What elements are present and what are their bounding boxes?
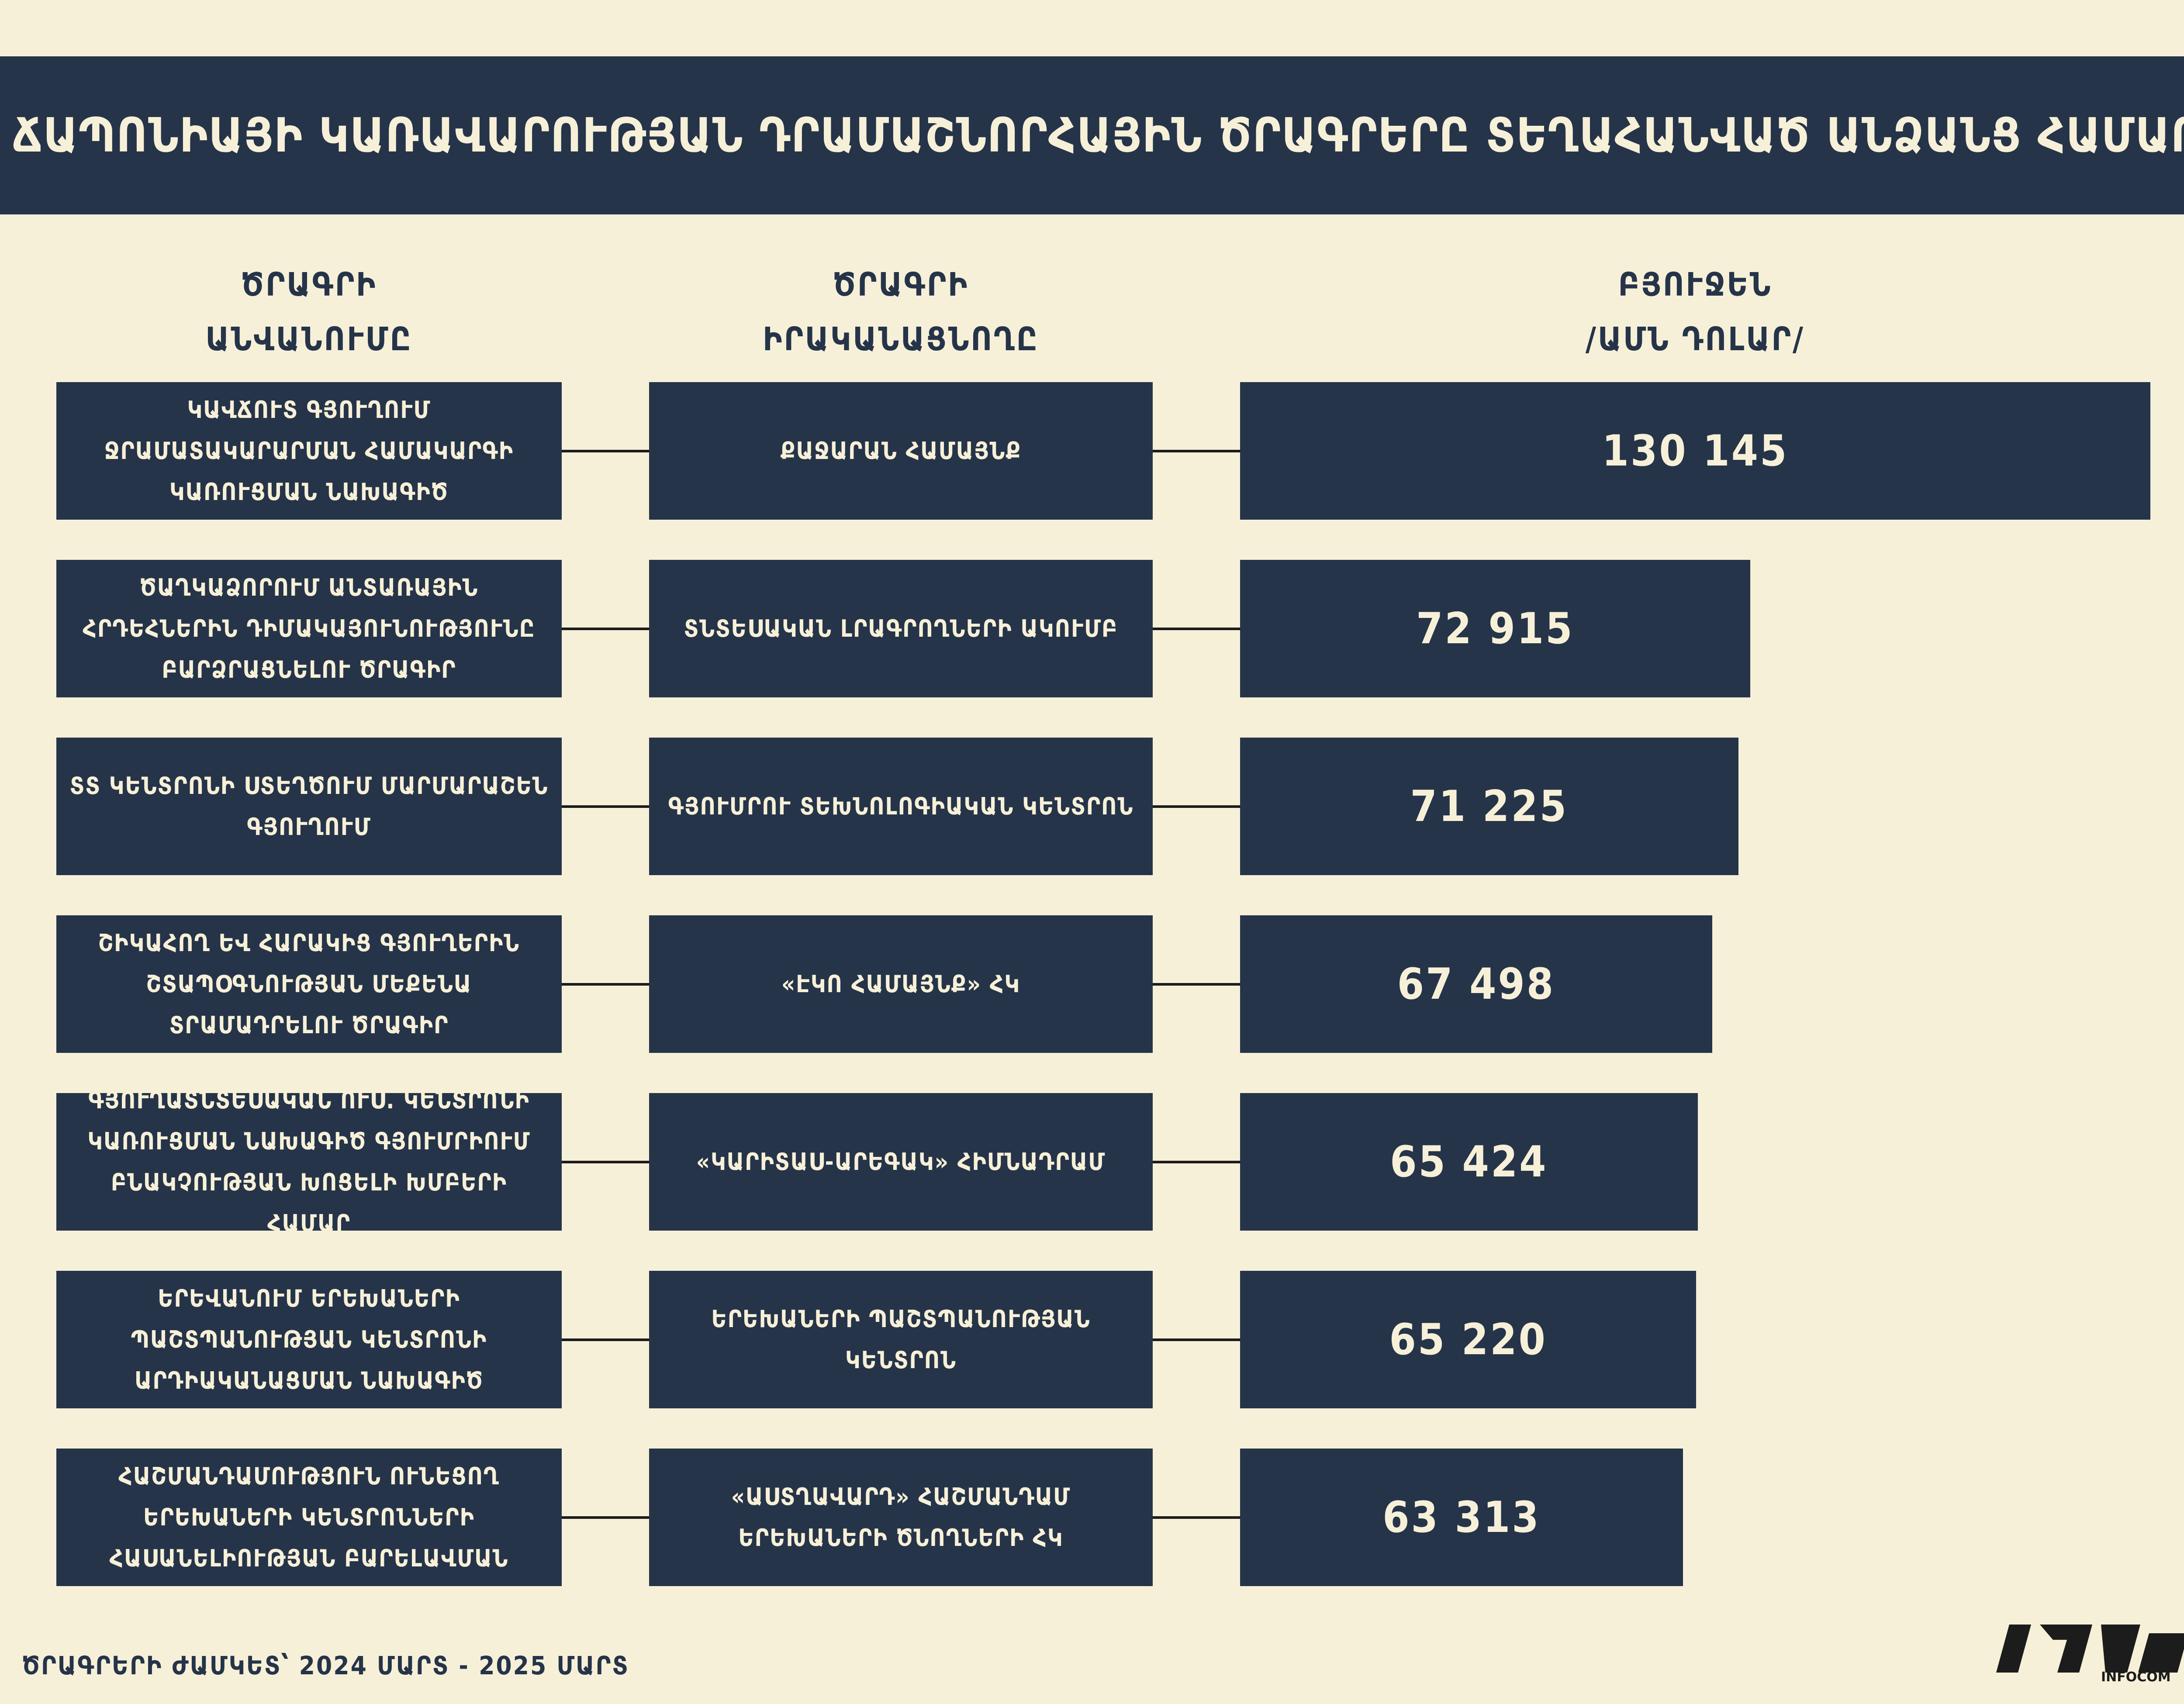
bar: 63 313 <box>1240 1449 1683 1586</box>
header-line: ԻՐԱԿԱՆԱՑՆՈՂԸ <box>763 321 1039 358</box>
header-line: ԾՐԱԳՐԻ <box>241 266 377 304</box>
implementer: ՔԱՋԱՐԱՆ ՀԱՄԱՅՆՔ <box>649 382 1153 520</box>
column-header: ԾՐԱԳՐԻ ԻՐԱԿԱՆԱՑՆՈՂԸ <box>649 258 1153 367</box>
implementer: «ԿԱՐԻՏԱՍ-ԱՐԵԳԱԿ» ՀԻՄՆԱԴՐԱՄ <box>649 1093 1153 1231</box>
column-header: ԲՅՈՒՋԵՆ /ԱՄՆ ԴՈԼԱՐ/ <box>1240 258 2150 367</box>
logo: INFOCOM <box>1996 1625 2184 1685</box>
program-name: ՏՏ ԿԵՆՏՐՈՆԻ ՍՏԵՂԾՈՒՄ ՄԱՐՄԱՐԱՇԵՆ ԳՅՈՒՂՈՒՄ <box>56 738 562 875</box>
connector <box>1153 983 1240 986</box>
logo-shape <box>1996 1625 2184 1673</box>
bar: 67 498 <box>1240 915 1712 1053</box>
implementer: ՏՆՏԵՍԱԿԱՆ ԼՐԱԳՐՈՂՆԵՐԻ ԱԿՈՒՄԲ <box>649 560 1153 697</box>
implementer: ԵՐԵԽԱՆԵՐԻ ՊԱՇՏՊԱՆՈՒԹՅԱՆ ԿԵՆՏՐՈՆ <box>649 1271 1153 1408</box>
value-label: 71 225 <box>1410 781 1568 831</box>
connector <box>1153 805 1240 808</box>
bar: 72 915 <box>1240 560 1750 697</box>
header-line: ԾՐԱԳՐԻ <box>833 266 969 304</box>
connector <box>562 1338 649 1341</box>
connector <box>562 1516 649 1519</box>
connector <box>562 1160 649 1163</box>
footnote: ԾՐԱԳՐԵՐԻ ԺԱՄԿԵՏ՝ 2024 ՄԱՐՏ - 2025 ՄԱՐՏ <box>22 1651 629 1680</box>
connector <box>562 983 649 986</box>
bar: 65 220 <box>1240 1271 1697 1408</box>
bar: 65 424 <box>1240 1093 1698 1231</box>
connector <box>562 627 649 630</box>
value-label: 65 424 <box>1390 1137 1548 1187</box>
program-name: ՇԻԿԱՀՈՂ ԵՎ ՀԱՐԱԿԻՑ ԳՅՈՒՂԵՐԻՆ ՇՏԱՊՕԳՆՈՒԹՅ… <box>56 915 562 1053</box>
connector <box>1153 1516 1240 1519</box>
connector <box>562 449 649 452</box>
header-line: ԱՆՎԱՆՈՒՄԸ <box>205 321 413 358</box>
connector <box>1153 449 1240 452</box>
logo-text: INFOCOM <box>2101 1670 2171 1685</box>
bar: 71 225 <box>1240 738 1738 875</box>
program-name: ԳԵՂԱՐՔՈՒՆԻՔՈՒՄ ՀԱՇՄԱՆԴԱՄՈՒԹՅՈՒՆ ՈՒՆԵՑՈՂ … <box>56 1421 562 1613</box>
value-label: 63 313 <box>1382 1492 1541 1542</box>
connector <box>1153 627 1240 630</box>
program-name: ԵՐԵՎԱՆՈՒՄ ԵՐԵԽԱՆԵՐԻ ՊԱՇՏՊԱՆՈՒԹՅԱՆ ԿԵՆՏՐՈ… <box>56 1271 562 1408</box>
implementer: «ԷԿՈ ՀԱՄԱՅՆՔ» ՀԿ <box>649 915 1153 1053</box>
column-header: ԾՐԱԳՐԻ ԱՆՎԱՆՈՒՄԸ <box>56 258 562 367</box>
connector <box>1153 1338 1240 1341</box>
value-label: 72 915 <box>1416 604 1574 654</box>
title-band: ՃԱՊՈՆԻԱՅԻ ԿԱՌԱՎԱՐՈՒԹՅԱՆ ԴՐԱՄԱՇՆՈՐՀԱՅԻՆ Ծ… <box>0 56 2184 214</box>
program-name: ԳՅՈՒՂԱՏՆՏԵՍԱԿԱՆ ՈՒՍ. ԿԵՆՏՐՈՆԻ ԿԱՌՈՒՑՄԱՆ … <box>56 1087 562 1237</box>
header-line: ԲՅՈՒՋԵՆ <box>1618 266 1773 304</box>
header-line: /ԱՄՆ ԴՈԼԱՐ/ <box>1585 321 1805 358</box>
value-label: 67 498 <box>1397 959 1555 1009</box>
program-name: ԿԱՎՃՈՒՏ ԳՅՈՒՂՈՒՄ ՋՐԱՄԱՏԱԿԱՐԱՐՄԱՆ ՀԱՄԱԿԱՐ… <box>56 382 562 520</box>
implementer: «ԱՍՏՂԱՎԱՐԴ» ՀԱՇՄԱՆԴԱՄ ԵՐԵԽԱՆԵՐԻ ԾՆՈՂՆԵՐԻ… <box>649 1449 1153 1586</box>
connector <box>562 805 649 808</box>
value-label: 130 145 <box>1602 426 1789 476</box>
implementer: ԳՅՈՒՄՐՈՒ ՏԵԽՆՈԼՈԳԻԱԿԱՆ ԿԵՆՏՐՈՆ <box>649 738 1153 875</box>
program-name: ԾԱՂԿԱՁՈՐՈՒՄ ԱՆՏԱՌԱՅԻՆ ՀՐԴԵՀՆԵՐԻՆ ԴԻՄԱԿԱՅ… <box>56 560 562 697</box>
value-label: 65 220 <box>1389 1314 1547 1365</box>
connector <box>1153 1160 1240 1163</box>
chart-title: ՃԱՊՈՆԻԱՅԻ ԿԱՌԱՎԱՐՈՒԹՅԱՆ ԴՐԱՄԱՇՆՈՐՀԱՅԻՆ Ծ… <box>12 108 2184 163</box>
bar: 130 145 <box>1240 382 2150 520</box>
